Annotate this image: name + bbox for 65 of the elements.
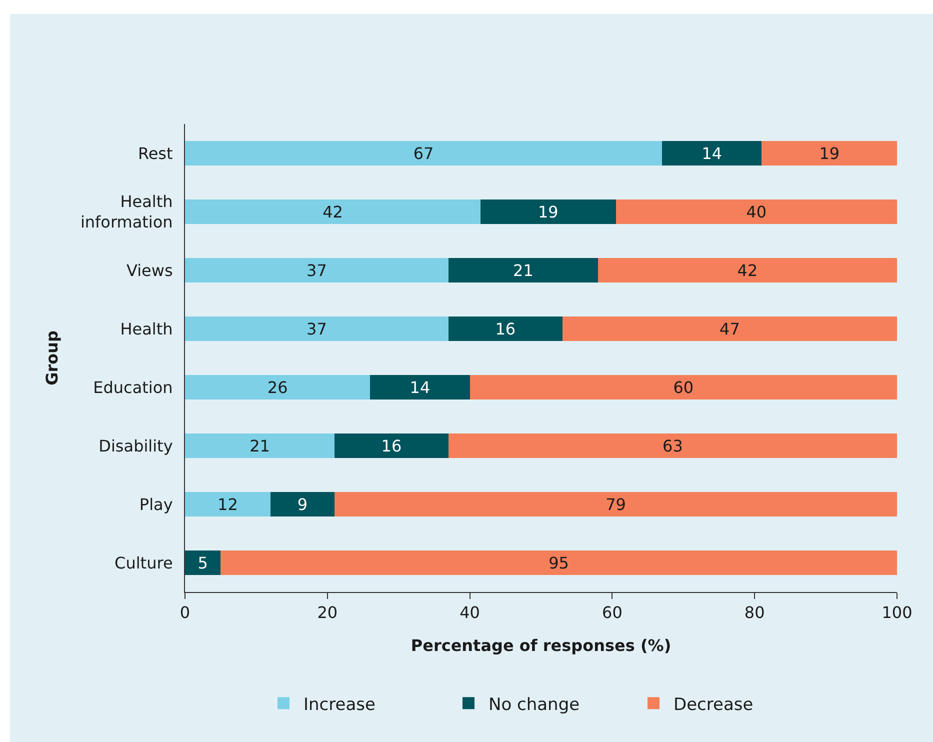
data-label: 47: [720, 319, 740, 338]
data-label: 42: [322, 202, 343, 222]
y-tick-label: Health: [120, 319, 173, 338]
bar: [185, 374, 370, 400]
bar: [662, 140, 762, 166]
data-label: 14: [702, 144, 722, 163]
bar: [334, 433, 448, 458]
data-label: 21: [250, 436, 270, 456]
y-tick-label: Views: [126, 260, 173, 280]
data-label: 67: [413, 144, 434, 163]
bar: [448, 433, 897, 458]
bar: [185, 492, 270, 517]
data-label: 79: [606, 494, 626, 514]
bar: [185, 140, 662, 166]
bar: [562, 316, 897, 342]
data-label: 19: [819, 144, 840, 163]
y-tick-label: Education: [93, 378, 173, 397]
bar: [470, 374, 897, 400]
data-label: 12: [218, 494, 238, 514]
x-tick-label: 100: [882, 603, 912, 622]
bar: [616, 199, 897, 224]
bar: [220, 550, 897, 576]
x-tick-label: 0: [180, 603, 190, 622]
y-tick-label: Rest: [138, 144, 173, 163]
bar: [762, 140, 897, 166]
data-label: 37: [306, 260, 327, 280]
x-tick-label: 60: [602, 603, 622, 622]
data-label: 60: [673, 378, 694, 397]
y-axis-title: Group: [42, 330, 62, 386]
legend-label: Increase: [304, 694, 376, 715]
x-tick-label: 40: [460, 603, 480, 622]
bar: [480, 199, 616, 224]
bar: [448, 316, 562, 342]
bar: [185, 550, 221, 576]
y-tick-label: Play: [139, 494, 173, 514]
x-tick-label: 80: [744, 603, 765, 622]
y-tick-label: Disability: [98, 436, 173, 456]
data-label: 9: [297, 494, 308, 514]
bar: [185, 258, 448, 283]
data-label: 37: [306, 319, 327, 338]
legend-label: Decrease: [674, 694, 754, 715]
bar: [270, 492, 335, 517]
y-tick-label: Health information: [80, 192, 173, 232]
data-label: 21: [513, 260, 534, 280]
x-tick-label: 20: [317, 603, 338, 622]
y-tick-label: Culture: [114, 553, 173, 572]
legend-label: No change: [488, 694, 580, 715]
bar: [185, 316, 448, 342]
data-label: 42: [737, 260, 758, 280]
x-axis-title: Percentage of responses (%): [410, 636, 672, 655]
bar: [448, 258, 598, 283]
data-label: 5: [198, 553, 208, 572]
bar: [370, 374, 470, 400]
bar: [334, 492, 897, 517]
data-label: 40: [746, 202, 767, 222]
data-label: 14: [410, 378, 430, 397]
data-label: 16: [381, 436, 402, 456]
bar: [185, 433, 335, 458]
data-label: 95: [548, 553, 569, 572]
data-label: 63: [662, 436, 683, 456]
bar: [185, 199, 480, 224]
data-label: 19: [538, 202, 558, 222]
data-label: 16: [495, 319, 516, 338]
bar: [598, 258, 897, 283]
data-label: 26: [267, 378, 288, 397]
